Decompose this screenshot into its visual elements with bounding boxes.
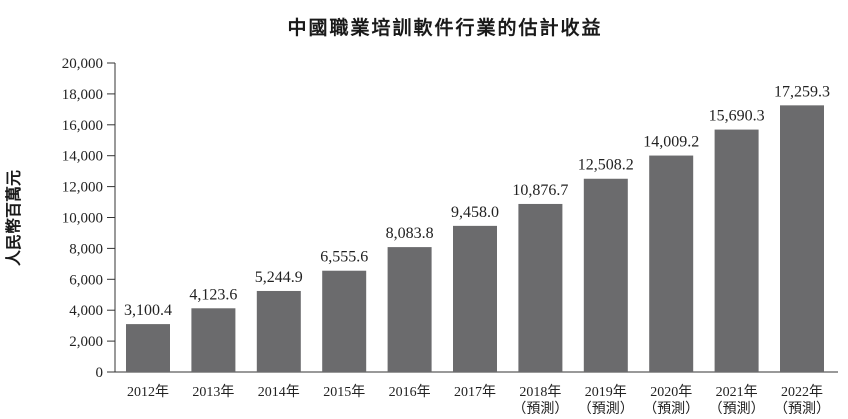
bar-value-label: 4,123.6 bbox=[189, 286, 237, 303]
x-tick-label: 2018年 bbox=[519, 384, 561, 400]
bar bbox=[322, 270, 367, 372]
y-tick-label: 14,000 bbox=[62, 149, 103, 165]
bar-series bbox=[126, 105, 824, 373]
bar bbox=[387, 247, 432, 372]
bar-value-label: 15,690.3 bbox=[709, 108, 765, 125]
bar-value-label: 9,458.0 bbox=[451, 204, 499, 221]
bar bbox=[583, 178, 628, 372]
x-tick-label: 2021年 bbox=[716, 384, 758, 400]
x-tick-label: 2019年 bbox=[585, 384, 627, 400]
x-tick-note: （預測） bbox=[774, 401, 830, 417]
bar bbox=[714, 129, 759, 372]
x-tick-label: 2017年 bbox=[454, 384, 496, 400]
x-tick-label: 2015年 bbox=[323, 384, 365, 400]
bar bbox=[649, 155, 694, 372]
y-axis-label: 人民幣百萬元 bbox=[4, 170, 23, 266]
bar-value-label: 12,508.2 bbox=[578, 157, 634, 174]
x-tick-label: 2022年 bbox=[781, 384, 823, 400]
y-tick-label: 16,000 bbox=[62, 118, 103, 134]
bar-value-label: 17,259.3 bbox=[774, 83, 830, 100]
bar bbox=[518, 203, 563, 372]
data-labels: 3,100.4 4,123.6 5,244.9 6,555.6 8,083.8 9,458… bbox=[124, 83, 830, 319]
bar-value-label: 5,244.9 bbox=[255, 269, 303, 286]
y-tick-label: 12,000 bbox=[62, 180, 103, 196]
y-tick-label: 2,000 bbox=[69, 334, 103, 350]
x-tick-label: 2013年 bbox=[192, 384, 234, 400]
x-axis-categories: 2012年 2013年 2014年 2015年 2016年 2017年 2018年（預測）2… bbox=[127, 384, 830, 417]
y-tick-label: 10,000 bbox=[62, 211, 103, 227]
y-tick-label: 8,000 bbox=[69, 241, 103, 257]
x-tick-note: （預測） bbox=[643, 401, 699, 417]
x-tick-note: （預測） bbox=[512, 401, 568, 417]
bar bbox=[256, 290, 301, 372]
bar-value-label: 10,876.7 bbox=[512, 182, 568, 199]
bar-value-label: 6,555.6 bbox=[320, 249, 368, 266]
x-tick-note: （預測） bbox=[709, 401, 765, 417]
y-axis-ticks: 0 2,000 4,000 6,000 8,000 10,000 12,000 14,000 1… bbox=[62, 56, 115, 381]
y-tick-label: 6,000 bbox=[69, 272, 103, 288]
bar bbox=[780, 105, 824, 373]
chart-title: 中國職業培訓軟件行業的估計收益 bbox=[287, 16, 602, 39]
x-tick-label: 2020年 bbox=[650, 384, 692, 400]
bar bbox=[126, 324, 170, 372]
y-tick-label: 0 bbox=[96, 365, 104, 381]
x-tick-label: 2016年 bbox=[389, 384, 431, 400]
x-tick-note: （預測） bbox=[578, 401, 634, 417]
bar-value-label: 14,009.2 bbox=[643, 134, 699, 151]
bar-value-label: 3,100.4 bbox=[124, 302, 172, 319]
y-tick-label: 4,000 bbox=[69, 303, 103, 319]
bar bbox=[453, 225, 497, 372]
bar bbox=[191, 308, 236, 372]
y-tick-label: 20,000 bbox=[62, 56, 103, 72]
y-tick-label: 18,000 bbox=[62, 87, 103, 103]
bar-value-label: 8,083.8 bbox=[386, 225, 434, 242]
x-tick-label: 2012年 bbox=[127, 384, 169, 400]
x-tick-label: 2014年 bbox=[258, 384, 300, 400]
